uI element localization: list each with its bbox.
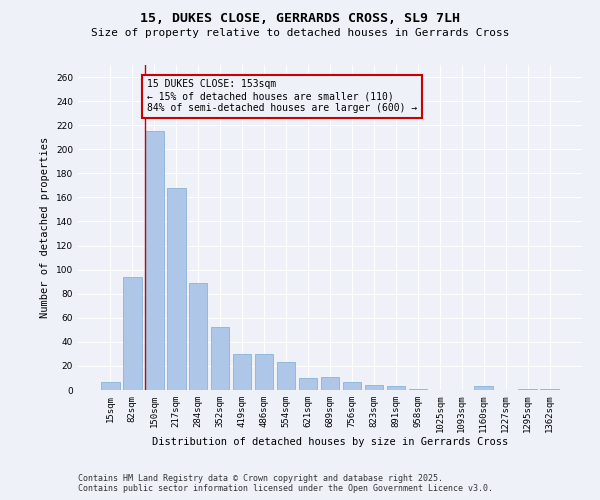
Bar	[123, 277, 142, 390]
Bar	[277, 362, 295, 390]
Bar	[409, 389, 427, 390]
Bar	[343, 382, 361, 390]
Bar	[386, 386, 405, 390]
Bar	[233, 354, 251, 390]
Bar	[299, 378, 317, 390]
Bar	[320, 377, 340, 390]
Text: Contains public sector information licensed under the Open Government Licence v3: Contains public sector information licen…	[78, 484, 493, 493]
Y-axis label: Number of detached properties: Number of detached properties	[40, 137, 50, 318]
Bar	[541, 389, 559, 390]
Bar	[167, 188, 185, 390]
Text: 15, DUKES CLOSE, GERRARDS CROSS, SL9 7LH: 15, DUKES CLOSE, GERRARDS CROSS, SL9 7LH	[140, 12, 460, 26]
X-axis label: Distribution of detached houses by size in Gerrards Cross: Distribution of detached houses by size …	[152, 436, 508, 446]
Text: 15 DUKES CLOSE: 153sqm
← 15% of detached houses are smaller (110)
84% of semi-de: 15 DUKES CLOSE: 153sqm ← 15% of detached…	[147, 80, 418, 112]
Bar	[518, 389, 537, 390]
Bar	[145, 131, 164, 390]
Bar	[101, 382, 119, 390]
Text: Size of property relative to detached houses in Gerrards Cross: Size of property relative to detached ho…	[91, 28, 509, 38]
Bar	[475, 386, 493, 390]
Bar	[211, 328, 229, 390]
Text: Contains HM Land Registry data © Crown copyright and database right 2025.: Contains HM Land Registry data © Crown c…	[78, 474, 443, 483]
Bar	[255, 354, 274, 390]
Bar	[189, 283, 208, 390]
Bar	[365, 385, 383, 390]
